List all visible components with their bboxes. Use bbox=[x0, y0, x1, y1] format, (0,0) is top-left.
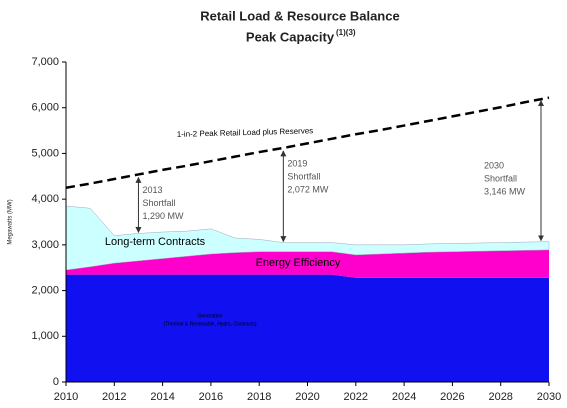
x-tick-label: 2020 bbox=[295, 391, 319, 403]
x-tick-label: 2014 bbox=[150, 391, 174, 403]
y-tick-label: 5,000 bbox=[31, 147, 59, 159]
annotation: 1,290 MW bbox=[142, 211, 184, 221]
annotation: 2,072 MW bbox=[287, 184, 329, 194]
subtitle-superscript: (1)(3) bbox=[336, 28, 356, 37]
series-label: Long-term Contracts bbox=[105, 236, 206, 248]
annotation: 2019 bbox=[287, 158, 307, 168]
annotation: 2013 bbox=[142, 185, 162, 195]
x-tick-label: 2026 bbox=[440, 391, 464, 403]
y-tick-label: 1,000 bbox=[31, 330, 59, 342]
y-tick-label: 4,000 bbox=[31, 193, 59, 205]
x-tick-label: 2030 bbox=[537, 391, 561, 403]
area bbox=[66, 274, 549, 382]
annotation: Shortfall bbox=[484, 173, 517, 183]
annotation: Shortfall bbox=[142, 198, 175, 208]
x-tick-label: 2028 bbox=[488, 391, 512, 403]
series-label: Energy Efficiency bbox=[256, 257, 341, 269]
y-tick-label: 0 bbox=[53, 376, 59, 388]
y-tick-label: 7,000 bbox=[31, 56, 59, 68]
area bbox=[65, 205, 550, 271]
y-tick-label: 6,000 bbox=[31, 102, 59, 114]
chart-title: Retail Load & Resource Balance bbox=[200, 8, 399, 23]
y-tick-label: 2,000 bbox=[31, 284, 59, 296]
series-label: (Thermal & Renewable, Hydro, Contracts) bbox=[163, 321, 256, 327]
x-tick-label: 2018 bbox=[247, 391, 271, 403]
x-tick-label: 2010 bbox=[54, 391, 78, 403]
annotation: Shortfall bbox=[287, 171, 320, 181]
x-tick-label: 2016 bbox=[199, 391, 223, 403]
series-label: Generation bbox=[198, 313, 223, 319]
y-tick-label: 3,000 bbox=[31, 239, 59, 251]
annotation: 2030 bbox=[484, 160, 504, 170]
x-tick-label: 2024 bbox=[392, 391, 416, 403]
x-tick-label: 2012 bbox=[102, 391, 126, 403]
y-axis-label: Megawatts (MW) bbox=[8, 199, 14, 244]
line bbox=[65, 96, 550, 189]
x-tick-label: 2022 bbox=[344, 391, 368, 403]
area bbox=[66, 249, 549, 278]
annotation: 3,146 MW bbox=[484, 186, 526, 196]
line-label: 1-in-2 Peak Retail Load plus Reserves bbox=[177, 126, 314, 139]
chart-subtitle: Peak Capacity bbox=[246, 29, 335, 44]
